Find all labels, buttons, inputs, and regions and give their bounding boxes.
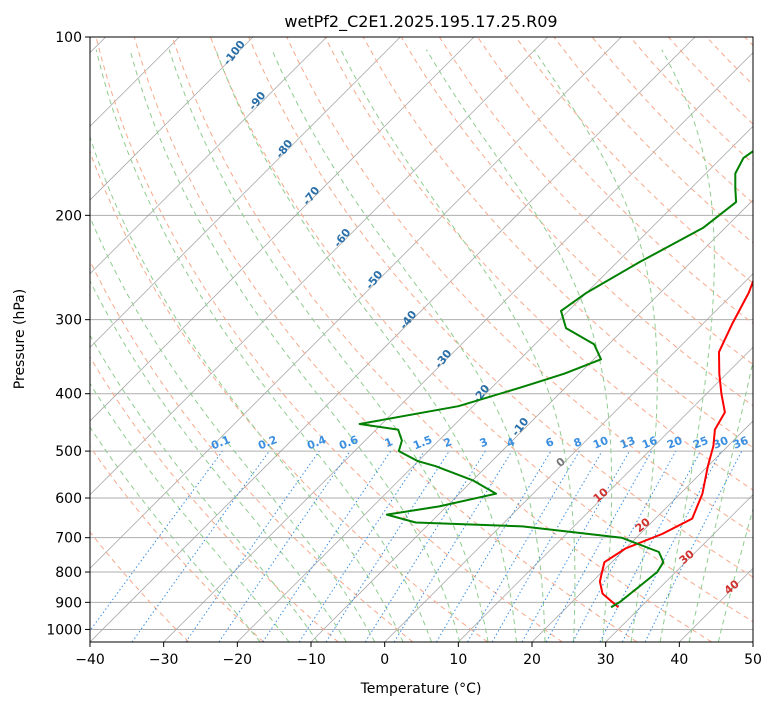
y-tick-label: 300 — [55, 313, 82, 329]
isotherm-line — [458, 346, 753, 642]
dry-adiabat-line — [286, 37, 753, 534]
x-axis-label: Temperature (°C) — [360, 681, 482, 697]
temperature-profile-line — [598, 278, 753, 608]
x-tick-label: 0 — [380, 652, 389, 668]
x-axis-ticks: −40 −30 −20 −10 0 10 20 30 40 50 — [75, 642, 762, 668]
chart-title: wetPf2_C2E1.2025.195.17.25.R09 — [284, 12, 557, 32]
moist-adiabat-line — [90, 215, 376, 642]
mixing-ratio-line — [644, 450, 743, 642]
isotherm-line — [163, 52, 753, 642]
x-tick-label: 50 — [744, 652, 762, 668]
mixing-ratio-lines — [90, 450, 743, 642]
x-tick-label: −10 — [296, 652, 326, 668]
mixing-ratio-label: 2 — [442, 435, 454, 450]
mixing-ratio-label: 3 — [478, 435, 490, 450]
moist-adiabat-line — [90, 382, 290, 642]
dry-adiabat-line — [90, 356, 339, 642]
pressure-gridlines — [90, 37, 753, 630]
dry-adiabat-line — [90, 531, 190, 642]
isotherm-line — [90, 37, 548, 496]
moist-adiabats — [90, 49, 753, 642]
x-tick-label: 40 — [670, 652, 688, 668]
mixing-ratio-line — [572, 450, 677, 642]
moist-adiabat-line — [90, 279, 347, 642]
y-tick-label: 600 — [55, 491, 82, 507]
mixing-ratio-label: 36 — [731, 434, 750, 452]
isotherm-line — [237, 125, 753, 642]
x-tick-label: −20 — [223, 652, 253, 668]
dry-adiabat-line — [515, 37, 753, 284]
x-tick-label: −40 — [75, 652, 105, 668]
isotherm-line — [90, 37, 254, 201]
isotherm-line — [752, 641, 753, 642]
isotherm-line — [90, 37, 401, 348]
mixing-ratio-line — [218, 450, 351, 642]
dry-adiabat-line — [210, 37, 753, 623]
mixing-ratio-line — [90, 450, 223, 632]
x-tick-label: −30 — [149, 652, 179, 668]
x-tick-label: 20 — [523, 652, 541, 668]
y-tick-label: 100 — [55, 30, 82, 46]
moist-adiabat-line — [659, 49, 715, 642]
dry-adiabat-line — [90, 445, 264, 642]
x-tick-label: 30 — [597, 652, 615, 668]
y-tick-label: 800 — [55, 565, 82, 581]
dry-adiabat-line — [90, 150, 488, 642]
mixing-ratio-line — [545, 450, 653, 642]
mixing-ratio-line — [185, 450, 320, 642]
plot-frame — [89, 36, 754, 643]
mixing-ratio-label: 13 — [618, 434, 637, 452]
dry-adiabat-line — [95, 37, 563, 642]
moist-adiabat-line — [168, 49, 489, 642]
moist-adiabat-line — [533, 49, 658, 642]
y-tick-label: 900 — [55, 595, 82, 611]
dry-adiabat-line — [248, 37, 753, 578]
mixing-ratio-line — [521, 450, 630, 642]
isotherm-line — [90, 37, 475, 422]
mixing-ratio-line — [298, 450, 425, 642]
mixing-ratio-line — [393, 450, 513, 642]
x-tick-label: 10 — [449, 652, 467, 668]
mixing-ratio-label: 20 — [665, 434, 684, 452]
y-tick-label: 200 — [55, 208, 82, 224]
isotherm-line — [90, 37, 327, 275]
mixing-ratio-label: 10 — [591, 434, 610, 452]
isotherm-line — [384, 273, 753, 642]
y-tick-label: 500 — [55, 444, 82, 460]
y-tick-label: 400 — [55, 387, 82, 403]
mixing-ratio-label: 30 — [711, 434, 730, 452]
mixing-ratio-line — [262, 450, 392, 642]
dry-adiabat-line — [171, 37, 712, 642]
moist-adiabat-line — [90, 135, 404, 642]
mixing-ratio-line — [131, 450, 270, 642]
moist-adiabat-line — [271, 49, 546, 642]
dry-adiabat-line — [400, 37, 753, 407]
moist-adiabat-line — [425, 49, 613, 642]
y-tick-label: 1000 — [46, 622, 82, 638]
mixing-ratio-label: 8 — [572, 435, 584, 450]
y-axis-ticks: 100 200 300 400 500 600 700 800 900 1000 — [46, 30, 90, 638]
dry-adiabat-line — [90, 259, 414, 642]
mixing-ratio-label: 25 — [691, 434, 710, 452]
y-axis-label: Pressure (hPa) — [12, 289, 28, 389]
isotherm-line — [90, 37, 622, 569]
moist-adiabat-line — [90, 426, 261, 642]
moist-adiabat-line — [129, 49, 461, 642]
isotherm-line — [90, 37, 696, 642]
profile-series — [358, 150, 753, 609]
dry-adiabat-line — [438, 37, 753, 366]
moist-adiabat-line — [340, 49, 576, 642]
isotherm-line — [605, 494, 753, 642]
mixing-ratio-label: 1 — [383, 435, 395, 450]
skewed-isotherms — [90, 37, 753, 642]
dewpoint-profile-line — [358, 150, 753, 609]
mixing-ratio-label: 16 — [640, 434, 659, 452]
moist-adiabat-line — [688, 358, 753, 642]
dry-adiabats — [90, 37, 753, 642]
y-tick-label: 700 — [55, 531, 82, 547]
mixing-ratio-line — [325, 450, 450, 642]
moist-adiabat-line — [95, 49, 432, 642]
